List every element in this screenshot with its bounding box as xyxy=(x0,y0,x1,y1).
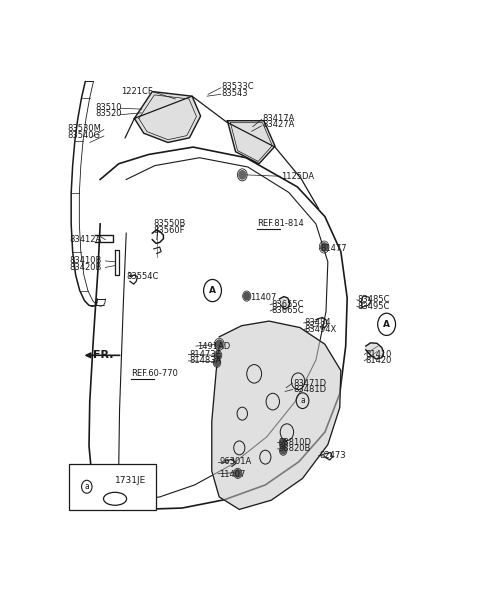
Text: A: A xyxy=(209,286,216,295)
Text: 83481D: 83481D xyxy=(294,385,327,394)
Text: 11407: 11407 xyxy=(251,293,277,302)
Circle shape xyxy=(215,359,219,366)
Text: 83550B: 83550B xyxy=(153,219,185,228)
Text: 83530M: 83530M xyxy=(67,124,101,133)
Text: 83427A: 83427A xyxy=(263,120,295,129)
Text: 98820B: 98820B xyxy=(279,444,311,453)
Text: 83412A: 83412A xyxy=(69,235,102,244)
Text: FR.: FR. xyxy=(93,350,113,361)
Text: 83510: 83510 xyxy=(95,103,121,112)
Text: 81483A: 81483A xyxy=(190,356,222,365)
Text: 83520: 83520 xyxy=(95,109,121,118)
Text: 83533C: 83533C xyxy=(222,82,254,91)
Circle shape xyxy=(235,469,241,477)
FancyBboxPatch shape xyxy=(69,463,156,510)
Text: 81477: 81477 xyxy=(321,245,347,254)
Text: 11407: 11407 xyxy=(219,470,246,479)
Text: A: A xyxy=(383,320,390,329)
Circle shape xyxy=(239,171,246,179)
Text: 98810D: 98810D xyxy=(279,438,312,447)
Text: 83540G: 83540G xyxy=(67,130,100,139)
Text: 1491AD: 1491AD xyxy=(197,341,230,350)
Text: 83655C: 83655C xyxy=(271,300,304,309)
Text: 83484: 83484 xyxy=(305,319,331,328)
Text: a: a xyxy=(84,482,89,491)
Polygon shape xyxy=(366,343,384,359)
Circle shape xyxy=(321,243,327,251)
Circle shape xyxy=(281,440,286,447)
Text: 1731JE: 1731JE xyxy=(115,476,146,485)
Text: 83485C: 83485C xyxy=(358,295,390,304)
Text: 83420B: 83420B xyxy=(69,263,102,272)
Text: 83560F: 83560F xyxy=(153,226,184,235)
Text: a: a xyxy=(300,396,305,405)
Text: REF.60-770: REF.60-770 xyxy=(132,370,178,379)
Text: 83665C: 83665C xyxy=(271,307,304,316)
Text: 96301A: 96301A xyxy=(219,457,252,466)
Text: 83494X: 83494X xyxy=(305,325,337,334)
Circle shape xyxy=(281,447,286,454)
Text: 83471D: 83471D xyxy=(294,379,327,388)
Text: 83543: 83543 xyxy=(222,89,249,98)
Circle shape xyxy=(216,340,223,349)
Circle shape xyxy=(244,293,250,300)
Polygon shape xyxy=(228,121,275,163)
Text: 1221CF: 1221CF xyxy=(121,87,153,96)
Text: 83495C: 83495C xyxy=(358,302,390,311)
Polygon shape xyxy=(212,321,341,510)
Text: 81420: 81420 xyxy=(365,356,391,365)
Text: 82473: 82473 xyxy=(320,451,346,460)
Text: 83554C: 83554C xyxy=(126,272,158,281)
Text: 83410B: 83410B xyxy=(69,257,102,266)
Text: 1125DA: 1125DA xyxy=(281,172,314,181)
Polygon shape xyxy=(134,91,201,142)
Polygon shape xyxy=(279,296,290,309)
Circle shape xyxy=(216,352,221,359)
Text: REF.81-814: REF.81-814 xyxy=(257,219,304,228)
Text: 81473E: 81473E xyxy=(190,350,221,359)
Text: 83417A: 83417A xyxy=(263,114,295,123)
Text: 81410: 81410 xyxy=(365,350,391,359)
